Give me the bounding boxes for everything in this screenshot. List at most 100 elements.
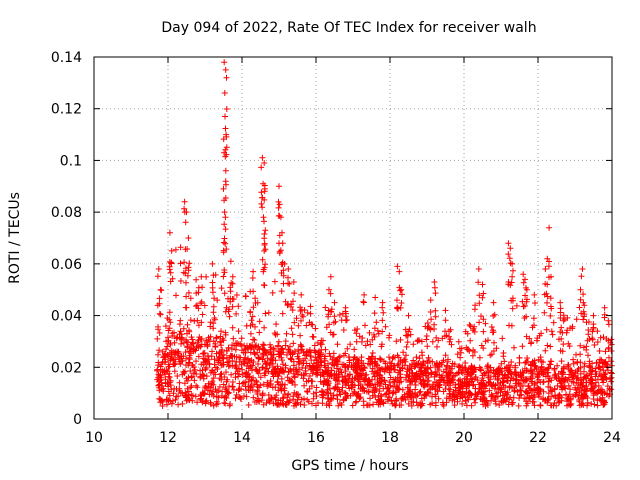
roti-point — [548, 273, 554, 280]
roti-point — [266, 399, 273, 405]
roti-point — [363, 375, 370, 382]
roti-point — [465, 346, 472, 353]
roti-point — [382, 391, 389, 398]
roti-point — [189, 362, 196, 369]
roti-point — [480, 401, 487, 408]
roti-point — [174, 373, 181, 379]
x-tick-label: 16 — [307, 430, 325, 446]
roti-point — [443, 395, 450, 402]
roti-point — [155, 326, 162, 333]
roti-point — [172, 360, 179, 367]
roti-point — [181, 198, 188, 205]
roti-point — [566, 343, 573, 350]
roti-point — [221, 269, 228, 276]
roti-point — [480, 316, 487, 323]
roti-point — [570, 360, 577, 367]
roti-point — [366, 377, 373, 384]
roti-point — [179, 390, 186, 397]
roti-point — [176, 379, 183, 386]
roti-point — [259, 390, 266, 397]
roti-point — [520, 271, 527, 278]
roti-point — [577, 342, 584, 349]
roti-point — [251, 337, 258, 343]
roti-point — [187, 317, 194, 324]
roti-point — [512, 380, 519, 387]
roti-point — [516, 359, 523, 366]
roti-point — [244, 363, 250, 369]
roti-point — [167, 357, 174, 364]
roti-point — [589, 328, 596, 335]
roti-point — [452, 384, 459, 391]
roti-point — [456, 376, 463, 383]
roti-point — [406, 362, 413, 369]
roti-point — [386, 354, 392, 361]
roti-point — [468, 362, 475, 369]
roti-point — [210, 272, 217, 279]
roti-point — [310, 395, 317, 402]
roti-point — [574, 384, 581, 391]
roti-point — [377, 356, 384, 363]
roti-point — [267, 381, 274, 387]
roti-point — [379, 328, 386, 335]
roti-point — [353, 370, 360, 376]
roti-point — [218, 376, 225, 383]
roti-point — [193, 276, 200, 283]
roti-point — [536, 332, 543, 339]
roti-point — [262, 361, 269, 368]
roti-point — [344, 345, 351, 352]
roti-point — [325, 378, 332, 385]
roti-point — [200, 375, 207, 382]
roti-point — [280, 272, 287, 279]
roti-point — [350, 364, 357, 371]
chart-title: Day 094 of 2022, Rate Of TEC Index for r… — [161, 20, 536, 36]
roti-point — [182, 270, 189, 277]
roti-point — [356, 395, 363, 402]
roti-point — [451, 402, 458, 409]
roti-point — [187, 295, 194, 302]
roti-point — [361, 291, 368, 298]
roti-point — [406, 372, 413, 379]
roti-point — [426, 358, 433, 365]
roti-point — [608, 348, 615, 354]
roti-point — [327, 353, 334, 360]
roti-point — [594, 339, 601, 345]
roti-point — [154, 367, 160, 374]
roti-point — [221, 221, 228, 228]
roti-point — [404, 366, 411, 373]
roti-point — [270, 373, 277, 380]
roti-point — [338, 401, 345, 408]
x-tick-label: 24 — [603, 430, 621, 446]
roti-point — [558, 324, 565, 331]
roti-point — [455, 338, 462, 345]
roti-point — [156, 384, 163, 391]
roti-point — [399, 386, 406, 393]
roti-point — [432, 307, 439, 314]
roti-point — [429, 383, 436, 390]
roti-point — [580, 392, 586, 399]
roti-point — [260, 381, 267, 388]
roti-point — [183, 338, 190, 345]
roti-point — [330, 350, 337, 357]
roti-point — [303, 322, 310, 329]
roti-point — [509, 305, 516, 312]
roti-point — [334, 381, 341, 388]
roti-point — [418, 349, 425, 356]
roti-point — [180, 325, 187, 332]
roti-point — [272, 370, 279, 377]
roti-point — [377, 366, 384, 373]
roti-point — [229, 357, 236, 364]
roti-point — [206, 360, 213, 367]
roti-point — [509, 260, 516, 267]
roti-point — [281, 260, 288, 267]
roti-point — [207, 319, 214, 326]
roti-point — [599, 376, 606, 383]
roti-point — [580, 402, 587, 408]
roti-point — [199, 367, 206, 374]
roti-point — [168, 259, 175, 266]
roti-point — [422, 391, 429, 398]
roti-point — [412, 372, 419, 379]
roti-point — [177, 244, 184, 251]
roti-point — [222, 393, 229, 400]
roti-point — [403, 376, 410, 383]
roti-point — [456, 345, 463, 352]
